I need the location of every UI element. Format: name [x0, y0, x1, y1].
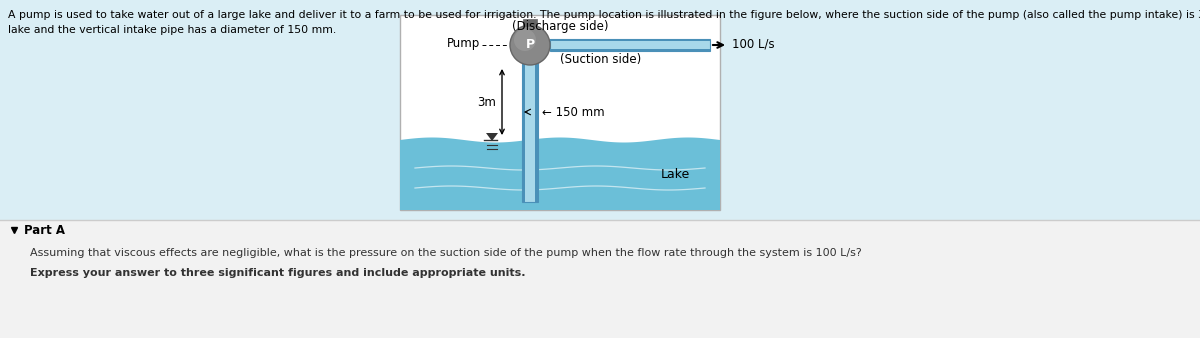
FancyBboxPatch shape	[522, 62, 526, 202]
Text: lake and the vertical intake pipe has a diameter of 150 mm.: lake and the vertical intake pipe has a …	[8, 25, 336, 35]
Text: A pump is used to take water out of a large lake and deliver it to a farm to be : A pump is used to take water out of a la…	[8, 10, 1200, 20]
Text: 3m: 3m	[478, 96, 496, 109]
FancyBboxPatch shape	[535, 62, 538, 202]
FancyBboxPatch shape	[523, 19, 538, 26]
Polygon shape	[486, 133, 498, 141]
Text: (Suction side): (Suction side)	[560, 52, 641, 66]
Polygon shape	[400, 138, 720, 210]
FancyBboxPatch shape	[550, 49, 710, 51]
Text: (Discharge side): (Discharge side)	[511, 20, 608, 33]
Text: 100 L/s: 100 L/s	[732, 38, 775, 50]
Text: ← 150 mm: ← 150 mm	[542, 105, 605, 119]
Text: Lake: Lake	[660, 169, 690, 182]
FancyBboxPatch shape	[400, 15, 720, 210]
FancyBboxPatch shape	[0, 220, 1200, 338]
Text: Express your answer to three significant figures and include appropriate units.: Express your answer to three significant…	[30, 268, 526, 278]
Text: Assuming that viscous effects are negligible, what is the pressure on the suctio: Assuming that viscous effects are neglig…	[30, 248, 862, 258]
FancyBboxPatch shape	[550, 39, 710, 41]
Text: P: P	[526, 39, 534, 51]
Text: Pump: Pump	[446, 37, 480, 49]
FancyBboxPatch shape	[522, 62, 538, 202]
Text: Part A: Part A	[24, 223, 65, 237]
Circle shape	[514, 29, 536, 51]
FancyBboxPatch shape	[550, 39, 710, 51]
Circle shape	[510, 25, 550, 65]
